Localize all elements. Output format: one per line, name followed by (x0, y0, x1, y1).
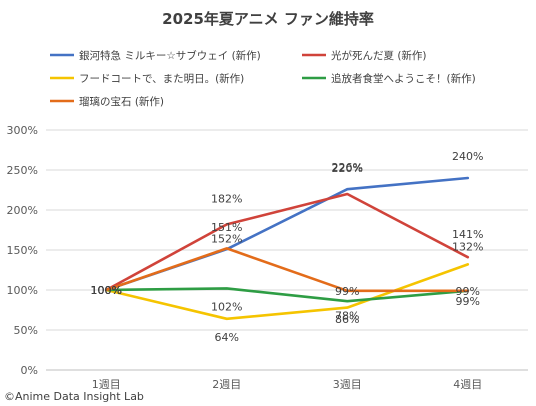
x-tick-label: 1週目 (92, 378, 121, 391)
data-label: 100% (91, 284, 122, 297)
data-label: 99% (456, 285, 480, 298)
series-line (105, 263, 470, 321)
data-label: 152% (211, 232, 242, 245)
credit-text: ©Anime Data Insight Lab (4, 390, 144, 403)
data-label: 100% (91, 284, 122, 297)
y-tick-label: 50% (14, 324, 38, 337)
legend-label: 銀河特急 ミルキー☆サブウェイ (新作) (79, 49, 261, 62)
data-label: 220% (332, 162, 363, 175)
data-label: 240% (452, 150, 483, 163)
data-label: 182% (211, 192, 242, 205)
data-label: 78% (335, 310, 359, 323)
data-label: 226% (332, 161, 363, 174)
x-tick-label: 4週目 (453, 378, 482, 391)
y-tick-label: 300% (7, 124, 38, 137)
legend-label: 追放者食堂へようこそ！(新作) (331, 72, 476, 85)
chart-title: 2025年夏アニメ ファン維持率 (162, 10, 374, 28)
legend-label: フードコートで、また明日。(新作) (79, 72, 244, 85)
data-label: 64% (215, 331, 239, 344)
data-label: 99% (456, 295, 480, 308)
y-tick-label: 200% (7, 204, 38, 217)
legend-label: 瑠璃の宝石 (新作) (79, 95, 164, 108)
x-tick-label: 3週目 (333, 378, 362, 391)
data-label: 100% (91, 284, 122, 297)
series-line (105, 247, 470, 293)
data-label: 86% (335, 313, 359, 326)
x-axis-ticks: 1週目 2週目 3週目 4週目 (92, 378, 483, 391)
x-tick-label: 2週目 (212, 378, 241, 391)
data-label: 132% (452, 240, 483, 253)
y-tick-label: 250% (7, 164, 38, 177)
y-tick-label: 150% (7, 244, 38, 257)
legend: 銀河特急 ミルキー☆サブウェイ (新作) 光が死んだ夏 (新作) フードコートで、ま… (50, 49, 476, 108)
data-label: 141% (452, 228, 483, 241)
data-label: 151% (211, 221, 242, 234)
y-tick-label: 100% (7, 284, 38, 297)
y-axis-ticks: 0% 50% 100% 150% 200% 250% 300% (7, 124, 38, 377)
gridlines (46, 129, 528, 371)
data-label: 99% (335, 285, 359, 298)
series-line (105, 287, 470, 303)
data-labels: 100%151%226%240%100%182%220%141%100%64%7… (91, 150, 484, 344)
data-label: 102% (211, 300, 242, 313)
legend-label: 光が死んだ夏 (新作) (331, 49, 427, 62)
series-line (105, 192, 470, 292)
y-tick-label: 0% (21, 364, 38, 377)
series-lines (105, 176, 470, 321)
data-label: 100% (91, 284, 122, 297)
data-label: 100% (91, 284, 122, 297)
series-line (105, 176, 470, 292)
